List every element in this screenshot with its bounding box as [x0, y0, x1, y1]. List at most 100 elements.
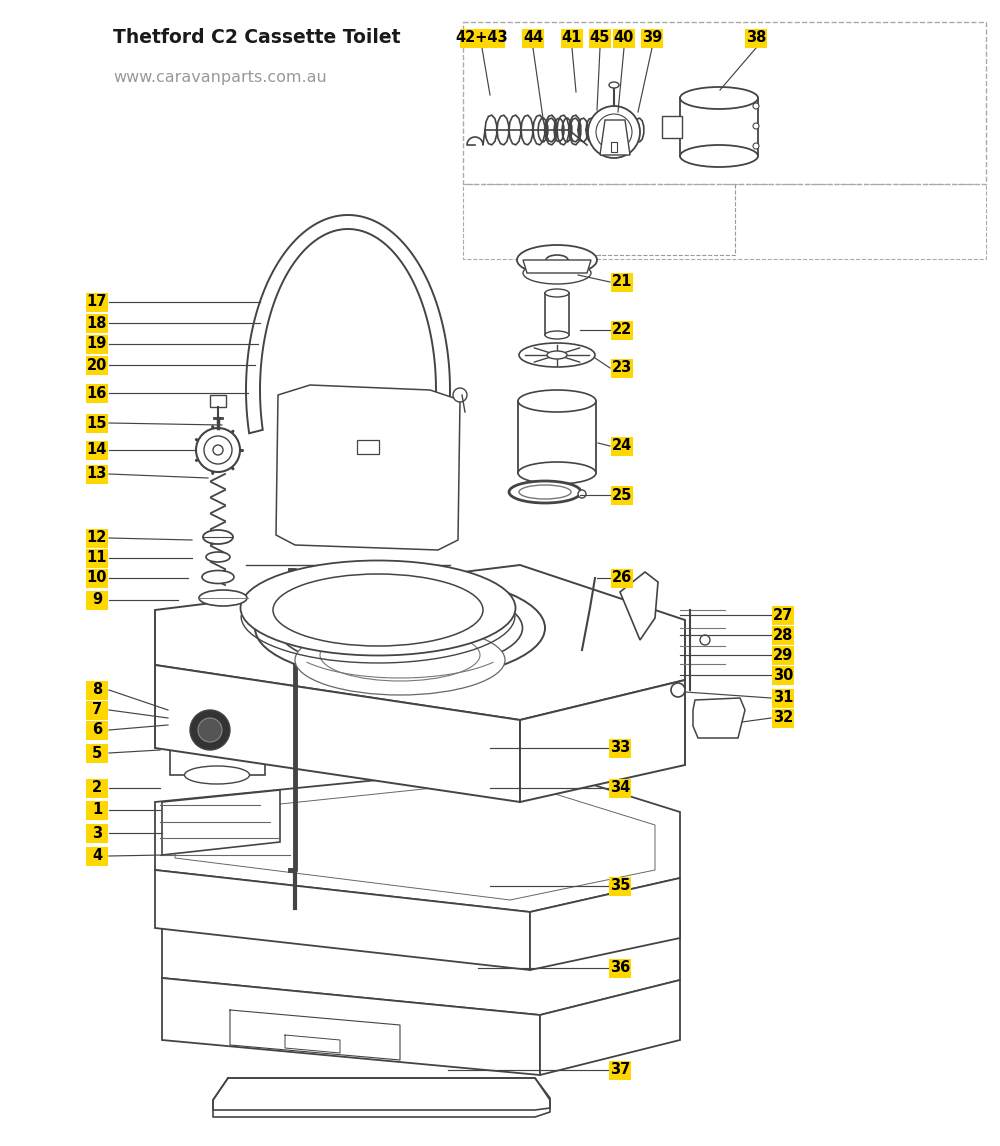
Text: 36: 36 [610, 960, 630, 975]
Text: 13: 13 [87, 466, 107, 481]
Text: 7: 7 [92, 702, 102, 717]
FancyBboxPatch shape [86, 384, 108, 402]
Ellipse shape [588, 105, 640, 158]
Circle shape [213, 445, 223, 455]
FancyBboxPatch shape [609, 738, 631, 758]
Polygon shape [155, 665, 520, 802]
Text: 27: 27 [773, 607, 793, 622]
Circle shape [196, 427, 240, 472]
Text: 2: 2 [92, 780, 102, 795]
Text: 33: 33 [610, 740, 630, 755]
Bar [245, 712, 265, 730]
FancyBboxPatch shape [86, 700, 108, 720]
Text: 41: 41 [562, 31, 582, 46]
Ellipse shape [203, 529, 233, 544]
Text: 5: 5 [92, 746, 102, 761]
Text: 6: 6 [92, 722, 102, 738]
Text: Thetford C2 Cassette Toilet: Thetford C2 Cassette Toilet [113, 28, 400, 47]
Bar [170, 711, 265, 775]
Text: 31: 31 [773, 691, 793, 706]
FancyBboxPatch shape [522, 29, 544, 47]
Polygon shape [162, 790, 280, 855]
Text: 12: 12 [87, 531, 107, 545]
Circle shape [578, 490, 586, 499]
Polygon shape [162, 878, 680, 1015]
FancyBboxPatch shape [86, 801, 108, 819]
Ellipse shape [545, 289, 569, 297]
Text: 3: 3 [92, 825, 102, 840]
FancyBboxPatch shape [611, 359, 633, 377]
Ellipse shape [273, 574, 483, 646]
FancyBboxPatch shape [772, 689, 794, 707]
Polygon shape [523, 260, 591, 273]
FancyBboxPatch shape [611, 321, 633, 339]
FancyBboxPatch shape [86, 292, 108, 312]
FancyBboxPatch shape [86, 528, 108, 548]
Ellipse shape [517, 245, 597, 275]
Text: 32: 32 [773, 711, 793, 725]
FancyBboxPatch shape [86, 568, 108, 588]
Polygon shape [155, 870, 530, 970]
Bar [210, 395, 226, 407]
Text: 34: 34 [610, 780, 630, 795]
Text: 21: 21 [612, 275, 632, 290]
Text: 15: 15 [87, 416, 107, 431]
Text: 37: 37 [610, 1062, 630, 1077]
FancyBboxPatch shape [611, 273, 633, 291]
FancyBboxPatch shape [86, 440, 108, 460]
Text: 1: 1 [92, 802, 102, 817]
Bar [463, 185, 986, 259]
FancyBboxPatch shape [613, 29, 635, 47]
Text: 10: 10 [87, 571, 107, 586]
Ellipse shape [518, 462, 596, 484]
FancyBboxPatch shape [609, 877, 631, 895]
Bar [662, 116, 682, 138]
Ellipse shape [680, 146, 758, 167]
Ellipse shape [680, 87, 758, 109]
Circle shape [753, 143, 759, 149]
Text: 16: 16 [87, 385, 107, 400]
Bar [518, 401, 596, 473]
Ellipse shape [199, 590, 247, 606]
Text: 24: 24 [612, 439, 632, 454]
FancyBboxPatch shape [609, 958, 631, 978]
FancyBboxPatch shape [561, 29, 583, 47]
FancyBboxPatch shape [609, 1060, 631, 1080]
Text: 23: 23 [612, 361, 632, 376]
FancyBboxPatch shape [86, 847, 108, 865]
FancyBboxPatch shape [772, 666, 794, 684]
FancyBboxPatch shape [86, 464, 108, 484]
FancyBboxPatch shape [772, 605, 794, 625]
Polygon shape [680, 99, 758, 156]
Circle shape [453, 388, 467, 402]
Ellipse shape [545, 331, 569, 339]
FancyBboxPatch shape [86, 414, 108, 432]
Ellipse shape [519, 485, 571, 499]
Circle shape [190, 711, 230, 749]
Ellipse shape [519, 343, 595, 367]
Ellipse shape [238, 717, 272, 759]
FancyBboxPatch shape [772, 626, 794, 644]
Ellipse shape [240, 560, 516, 656]
Polygon shape [693, 698, 745, 738]
FancyBboxPatch shape [86, 355, 108, 375]
Text: 19: 19 [87, 337, 107, 352]
Text: 30: 30 [773, 667, 793, 683]
FancyBboxPatch shape [745, 29, 767, 47]
Ellipse shape [184, 701, 250, 719]
Ellipse shape [596, 113, 632, 150]
Polygon shape [530, 878, 680, 970]
Circle shape [671, 683, 685, 697]
Ellipse shape [278, 586, 522, 670]
Text: 45: 45 [590, 31, 610, 46]
Text: 20: 20 [87, 358, 107, 372]
Polygon shape [162, 978, 540, 1075]
FancyBboxPatch shape [86, 721, 108, 739]
Bar [545, 293, 569, 335]
Text: 42+43: 42+43 [456, 31, 508, 46]
Text: 39: 39 [642, 31, 662, 46]
Text: 22: 22 [612, 322, 632, 338]
Ellipse shape [546, 256, 568, 265]
FancyBboxPatch shape [86, 681, 108, 699]
Polygon shape [520, 680, 685, 802]
